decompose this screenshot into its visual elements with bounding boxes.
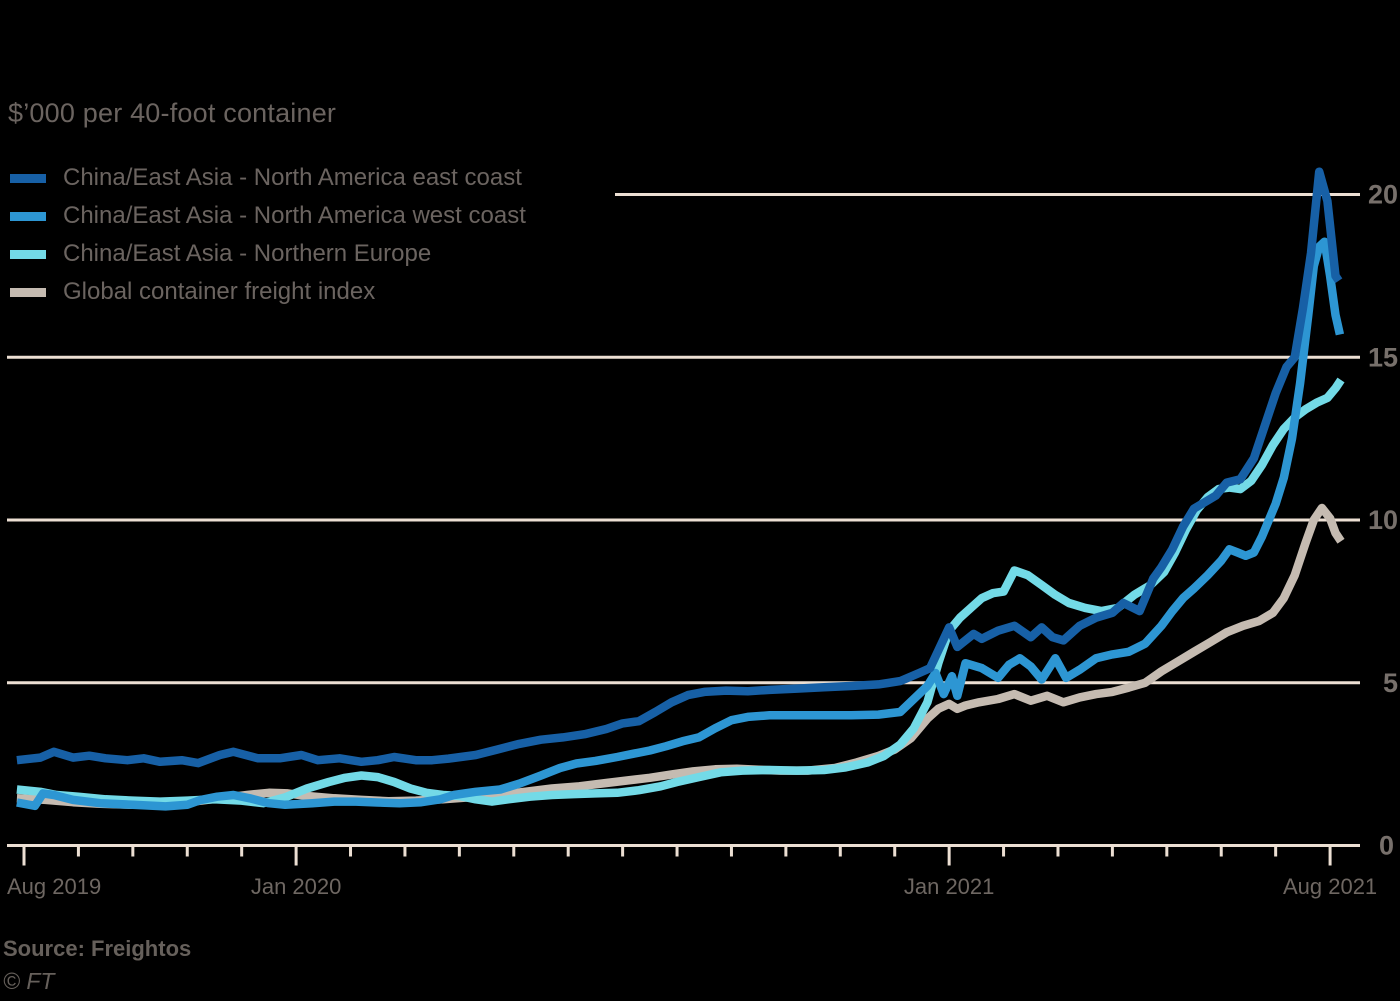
legend-swatch-northern-europe (10, 249, 46, 259)
chart-subtitle: $’000 per 40-foot container (8, 98, 337, 128)
legend-label: China/East Asia - Northern Europe (63, 240, 432, 267)
series-line-0 (16, 167, 1343, 768)
legend-item-east-coast: China/East Asia - North America east coa… (10, 159, 526, 197)
ft-copyright: © FT (3, 968, 55, 994)
y-axis-label-10: 10 (1368, 505, 1398, 535)
legend-item-west-coast: China/East Asia - North America west coa… (10, 197, 526, 235)
legend-label: China/East Asia - North America west coa… (63, 202, 526, 229)
y-axis-label-0: 0 (1379, 831, 1394, 861)
legend-item-global-index: Global container freight index (10, 273, 526, 311)
x-axis-label: Jan 2020 (251, 874, 342, 899)
legend-label: China/East Asia - North America east coa… (63, 164, 522, 191)
legend-item-northern-europe: China/East Asia - Northern Europe (10, 235, 526, 273)
x-axis-label: Aug 2021 (1283, 874, 1377, 899)
x-axis-label: Aug 2019 (7, 874, 101, 899)
x-axis-label: Jan 2021 (904, 874, 995, 899)
y-axis-label-20: 20 (1368, 180, 1398, 210)
y-axis-label-15: 15 (1368, 342, 1398, 372)
legend-swatch-east-coast (10, 173, 46, 183)
legend-label: Global container freight index (63, 278, 376, 305)
series-line-1 (16, 237, 1345, 811)
legend-swatch-global-index (10, 287, 46, 297)
y-axis-label-5: 5 (1383, 668, 1398, 698)
source-credit: Source: Freightos (3, 936, 192, 961)
chart-legend: China/East Asia - North America east coa… (10, 159, 526, 311)
legend-swatch-west-coast (10, 211, 46, 221)
